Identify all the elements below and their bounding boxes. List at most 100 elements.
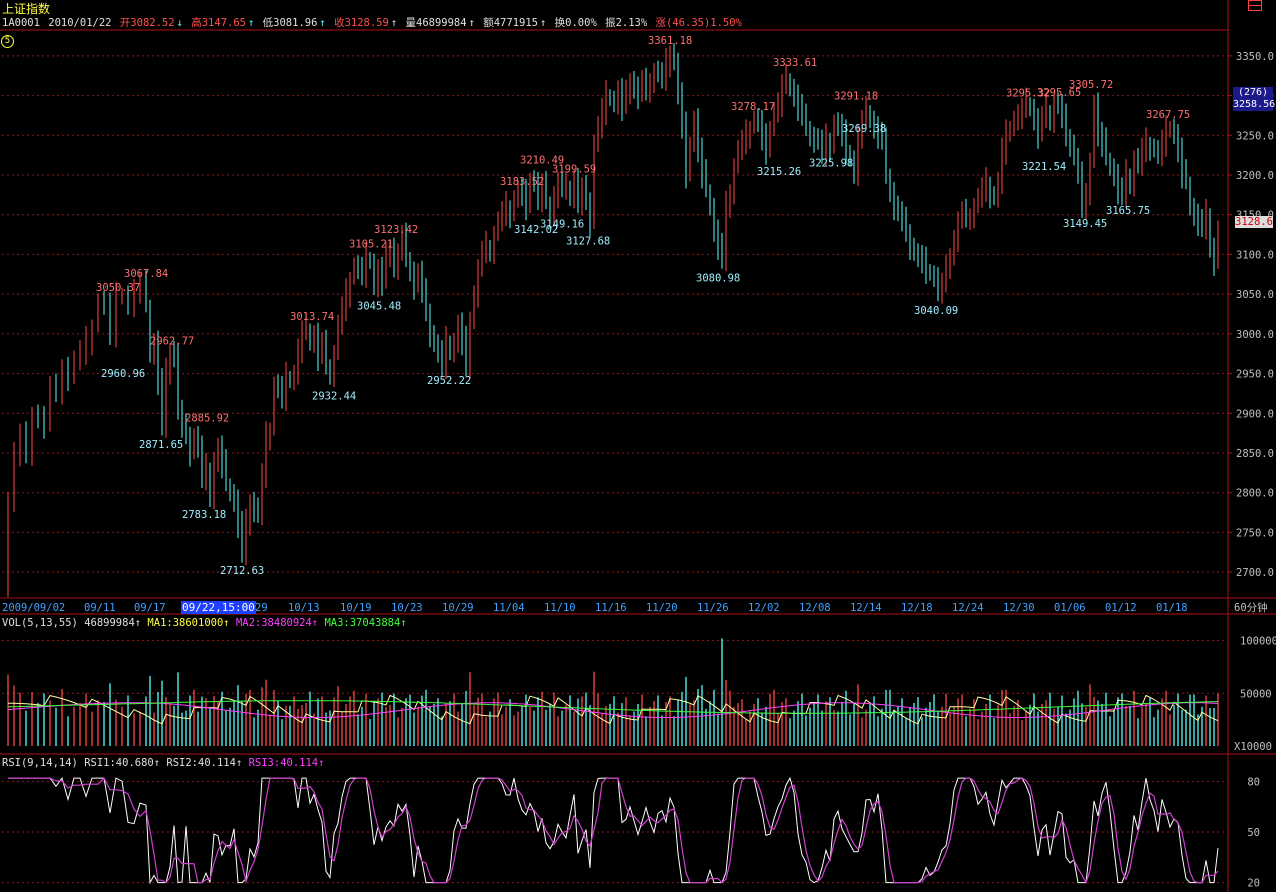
volume-y-tick: 50000 xyxy=(1240,688,1272,700)
low-label: 3149.45 xyxy=(1063,218,1107,230)
price-y-tick: 3200.0 xyxy=(1236,170,1274,182)
rsi-y-tick: 50 xyxy=(1247,827,1260,839)
open-value: 开3082.52 xyxy=(119,17,175,29)
x-axis-label: 12/14 xyxy=(850,602,882,614)
vol-ma2: MA2:38480924 xyxy=(235,617,312,629)
x-axis-label: 09/17 xyxy=(134,602,166,614)
rsi2-line xyxy=(8,777,1219,885)
low-label: 3165.75 xyxy=(1106,205,1150,217)
x-axis-cursor-label: 09/22,15:00 xyxy=(181,601,256,614)
low-label: 2783.18 xyxy=(182,509,226,521)
vol-ma3: MA3:37043884 xyxy=(324,617,401,629)
high-label: 2962.77 xyxy=(150,336,194,348)
price-y-tick: 3000.0 xyxy=(1236,329,1274,341)
x-axis-label: 01/06 xyxy=(1054,602,1086,614)
price-y-tick: 2800.0 xyxy=(1236,488,1274,500)
rsi1-line xyxy=(8,776,1219,885)
volume-unit-label: X10000 xyxy=(1234,741,1272,753)
quote-date: 2010/01/22 xyxy=(48,17,112,29)
volume-current: 46899984 xyxy=(84,617,135,629)
rsi2-value: RSI2:40.114 xyxy=(166,757,236,769)
x-axis-label: 10/19 xyxy=(340,602,372,614)
low-label: 2932.44 xyxy=(312,391,356,403)
high-label: 3199.59 xyxy=(552,163,596,175)
x-axis-label: 11/26 xyxy=(697,602,729,614)
volume-indicator[interactable]: VOL(5,13,55) xyxy=(2,617,78,629)
change-value: 涨(46.35)1.50% xyxy=(655,17,742,29)
high-label: 3050.37 xyxy=(96,282,140,294)
low-label: 3040.09 xyxy=(914,305,958,317)
volume-ma3-line xyxy=(7,700,1219,714)
close-value: 收3128.59 xyxy=(334,17,389,29)
price-y-tick: 3050.0 xyxy=(1236,289,1274,301)
rsi-header: RSI(9,14,14) RSI1:40.680↑ RSI2:40.114↑ R… xyxy=(2,757,325,769)
price-y-tick: 3100.0 xyxy=(1236,249,1274,261)
x-axis-label: 11/10 xyxy=(544,602,576,614)
high-value: 高3147.65 xyxy=(191,17,246,29)
stock-code: 1A0001 xyxy=(2,17,40,29)
low-value: 低3081.96 xyxy=(262,17,318,29)
chart-title: 上证指数 xyxy=(2,2,51,16)
x-axis-label: 12/08 xyxy=(799,602,831,614)
low-label: 3149.16 xyxy=(540,218,584,230)
period-label: 60分钟 xyxy=(1234,601,1268,614)
high-label: 3013.74 xyxy=(290,311,334,323)
x-axis-label: 10/13 xyxy=(288,602,320,614)
low-label: 3080.98 xyxy=(696,273,740,285)
high-label: 3291.18 xyxy=(834,91,878,103)
x-axis-label: 01/12 xyxy=(1105,602,1137,614)
price-y-tick: 2900.0 xyxy=(1236,408,1274,420)
cursor-price: 3258.56 xyxy=(1233,99,1276,110)
high-label: 3267.75 xyxy=(1146,109,1190,121)
high-label: 3295.32 xyxy=(1006,87,1050,99)
x-axis-label: 11/04 xyxy=(493,602,525,614)
cursor-index: (276) xyxy=(1237,87,1269,98)
amount-value: 额4771915 xyxy=(483,17,538,29)
high-label: 3278.17 xyxy=(731,101,775,113)
low-label: 3269.38 xyxy=(842,123,886,135)
high-label: 3067.84 xyxy=(124,268,168,280)
vol-ma1: MA1:38601000 xyxy=(147,617,224,629)
rsi-indicator[interactable]: RSI(9,14,14) xyxy=(2,757,78,769)
high-label: 3361.18 xyxy=(648,35,692,47)
volume-y-tick: 100000 xyxy=(1240,636,1276,648)
high-label: 3305.72 xyxy=(1069,79,1113,91)
low-label: 3127.68 xyxy=(566,235,610,247)
x-axis-label: 10/23 xyxy=(391,602,423,614)
x-axis-label: 29 xyxy=(255,602,268,614)
x-axis-label: 2009/09/02 xyxy=(2,602,65,614)
x-axis-label: 12/02 xyxy=(748,602,780,614)
turnover-value: 换0.00% xyxy=(554,17,597,29)
x-axis-label: 12/30 xyxy=(1003,602,1035,614)
price-y-tick: 2950.0 xyxy=(1236,369,1274,381)
volume-ma2-line xyxy=(7,702,1219,718)
low-label: 2712.63 xyxy=(220,565,264,577)
amplitude-value: 振2.13% xyxy=(605,17,648,29)
high-label: 3295.65 xyxy=(1037,87,1081,99)
x-axis-label: 01/18 xyxy=(1156,602,1188,614)
price-y-tick: 2850.0 xyxy=(1236,448,1274,460)
low-label: 2960.96 xyxy=(101,368,145,380)
low-label: 2952.22 xyxy=(427,375,471,387)
low-label: 3225.98 xyxy=(809,157,853,169)
price-y-tick: 2750.0 xyxy=(1236,527,1274,539)
rsi-y-tick: 80 xyxy=(1247,776,1260,788)
rsi-y-tick: 20 xyxy=(1247,878,1260,890)
x-axis-label: 09/11 xyxy=(84,602,116,614)
x-axis-label: 11/16 xyxy=(595,602,627,614)
window-restore-icon[interactable] xyxy=(1248,0,1262,11)
volume-value: 量46899984 xyxy=(405,17,467,29)
x-axis-label: 12/24 xyxy=(952,602,984,614)
period-badge[interactable]: 5 xyxy=(1,35,14,48)
quote-info-bar: 1A0001 2010/01/22 开3082.52 ↓ 高3147.65 ↑ 低3… xyxy=(2,17,742,29)
high-label: 3183.52 xyxy=(500,176,544,188)
low-label: 3215.26 xyxy=(757,166,801,178)
rsi3-value: RSI3:40.114 xyxy=(248,757,319,769)
price-y-tick: 2700.0 xyxy=(1236,567,1274,579)
volume-header: VOL(5,13,55) 46899984↑ MA1:38601000↑ MA2… xyxy=(2,617,407,629)
last-price-tag: 3128.6 xyxy=(1235,216,1273,228)
high-label: 3105.21 xyxy=(349,238,393,250)
price-y-tick: 3350.0 xyxy=(1236,51,1274,63)
low-label: 3045.48 xyxy=(357,301,401,313)
